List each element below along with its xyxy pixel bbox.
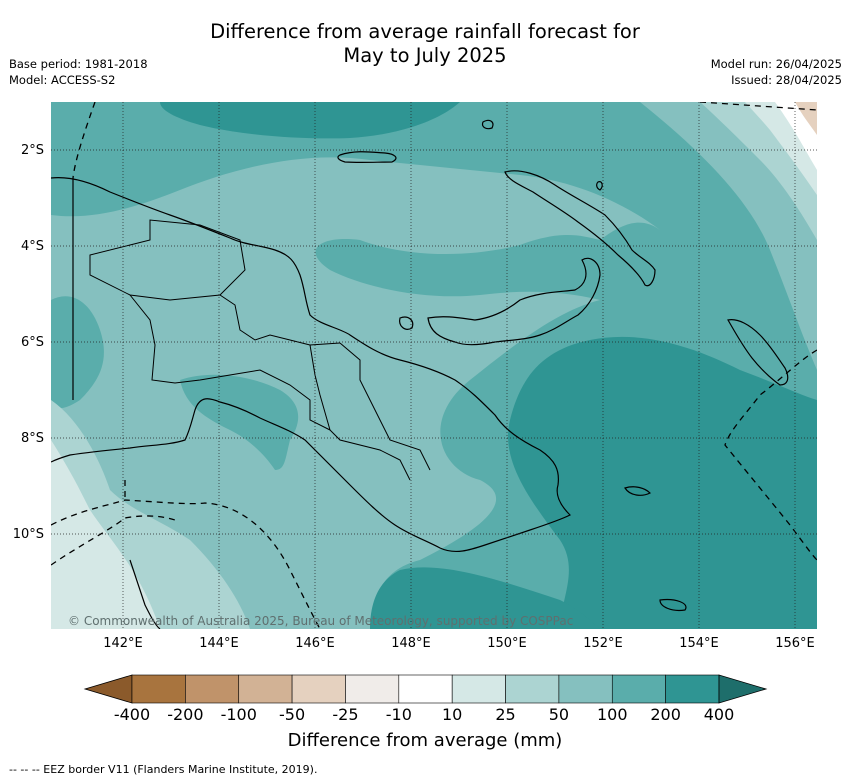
colorbar-extend-high: [718, 674, 768, 704]
model-run-text: Model run: 26/04/2025: [710, 57, 842, 71]
lat-label-4s: 4°S: [20, 239, 44, 254]
rainfall-map-panel: [51, 102, 817, 629]
eez-border: [51, 499, 321, 629]
colorbar-tick-label: 100: [596, 705, 628, 724]
model-run-info: Model run: 26/04/2025 Issued: 28/04/2025: [711, 56, 842, 88]
colorbar-segment: [558, 674, 613, 704]
anomaly-band-200-400-north: [160, 102, 460, 139]
colorbar-tick-label: -25: [332, 705, 359, 724]
province-boundary: [309, 344, 411, 481]
island: [624, 486, 652, 496]
colorbar-segment: [611, 674, 666, 704]
colorbar-segment: [238, 674, 293, 704]
island: [659, 598, 687, 612]
colorbar-tick-label: -10: [385, 705, 412, 724]
island: [481, 119, 494, 130]
model-text: Model: ACCESS-S2: [9, 73, 116, 87]
province-boundary: [129, 294, 331, 431]
colorbar-tick-label: 200: [650, 705, 681, 724]
anomaly-band-200-400-east: [508, 336, 817, 629]
new-guinea-coastline: [51, 177, 572, 553]
lon-label-150e: 150°E: [487, 636, 527, 651]
eez-footnote: -- -- -- EEZ border V11 (Flanders Marine…: [9, 763, 318, 776]
cape-york-coastline: [129, 559, 161, 629]
colorbar-label: Difference from average (mm): [287, 730, 563, 751]
colorbar-tick-label: 50: [548, 705, 570, 724]
colorbar-tick-label: -100: [220, 705, 257, 724]
anomaly-band-200-400-south: [370, 567, 600, 629]
province-boundary: [219, 294, 341, 346]
map-title: Difference from average rainfall forecas…: [0, 20, 850, 68]
colorbar-tick-label: -50: [279, 705, 306, 724]
eez-border: [51, 515, 176, 566]
colorbar-segment: [131, 674, 186, 704]
lat-label-2s: 2°S: [20, 143, 44, 158]
colorbar-tick-label: 25: [495, 705, 516, 724]
lon-label-156e: 156°E: [775, 636, 815, 651]
bougainville-coastline: [727, 319, 789, 386]
province-boundary: [339, 342, 431, 471]
colorbar-tick-label: -200: [167, 705, 204, 724]
eez-borders: [51, 102, 817, 629]
new-britain-coastline: [427, 257, 601, 346]
colorbar-segment: [185, 674, 240, 704]
lon-label-144e: 144°E: [199, 636, 239, 651]
issued-text: Issued: 28/04/2025: [731, 73, 842, 87]
lon-label-146e: 146°E: [295, 636, 335, 651]
graticule: [51, 102, 817, 629]
title-line-1: Difference from average rainfall forecas…: [210, 20, 640, 43]
anomaly-band-10-25-southwest: [51, 440, 160, 629]
colorbar-tick-label: -400: [113, 705, 151, 724]
lon-label-154e: 154°E: [679, 636, 719, 651]
new-ireland-coastline: [504, 170, 656, 287]
colorbar-segment: [291, 674, 346, 704]
lat-label-6s: 6°S: [20, 335, 44, 350]
colorbar-segment: [345, 674, 400, 704]
colorbar-segment: [451, 674, 506, 704]
base-period-info: Base period: 1981-2018 Model: ACCESS-S2: [9, 56, 148, 88]
colorbar-segment: [398, 674, 453, 704]
lon-label-142e: 142°E: [103, 636, 143, 651]
colorbar: [83, 674, 768, 704]
colorbar-extend-low: [83, 674, 133, 704]
coastlines: [51, 119, 789, 629]
island: [399, 316, 414, 330]
anomaly-band-100-200-west: [51, 296, 104, 409]
colorbar-segment: [505, 674, 560, 704]
manus-coastline: [337, 151, 397, 164]
lat-label-10s: 10°S: [12, 527, 44, 542]
title-line-2: May to July 2025: [343, 44, 507, 67]
colorbar-segment: [665, 674, 720, 704]
colorbar-tick-label: 400: [703, 705, 735, 724]
island: [596, 181, 603, 191]
lon-label-152e: 152°E: [583, 636, 623, 651]
lon-label-148e: 148°E: [391, 636, 431, 651]
eez-border: [699, 102, 817, 111]
base-period-text: Base period: 1981-2018: [9, 57, 148, 71]
copyright-notice: © Commonwealth of Australia 2025, Bureau…: [68, 614, 574, 628]
eez-border: [724, 349, 817, 561]
colorbar-tick-label: 10: [441, 705, 463, 724]
lat-label-8s: 8°S: [20, 431, 44, 446]
